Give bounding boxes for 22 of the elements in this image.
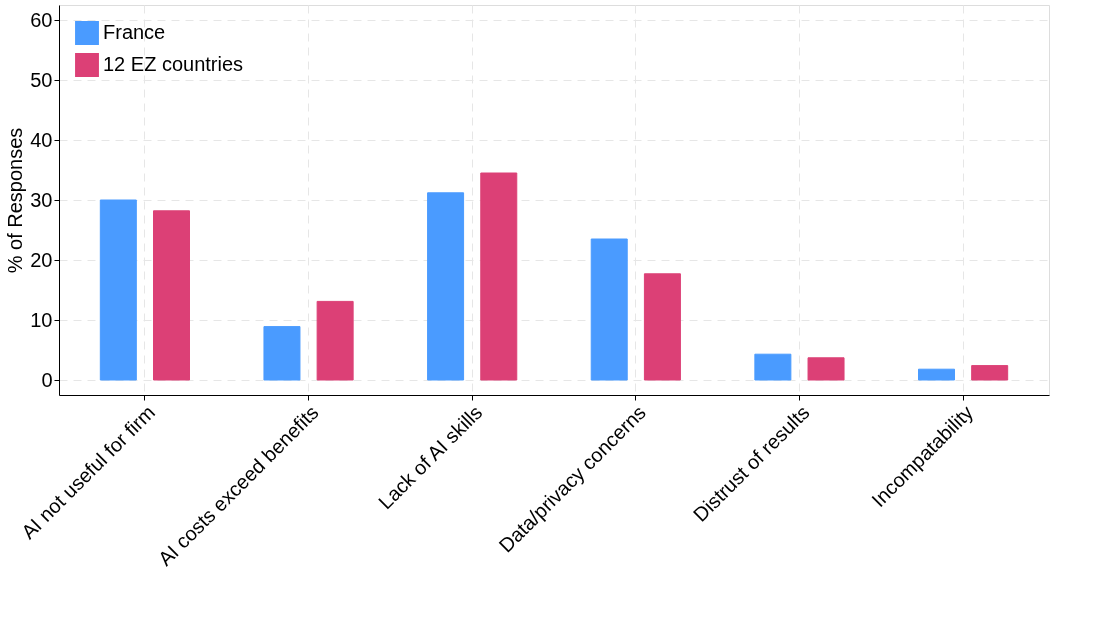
bar: [316, 300, 354, 381]
y-tick-label: 40: [30, 128, 53, 151]
bar: [643, 273, 681, 381]
bar: [971, 365, 1009, 381]
y-tick-label: 20: [30, 248, 53, 271]
y-tick-label: 10: [30, 308, 53, 331]
y-tick-label: 30: [30, 188, 53, 211]
bar: [807, 357, 845, 381]
bar: [754, 353, 792, 381]
y-tick-label: 60: [30, 8, 53, 31]
legend-label: France: [103, 21, 166, 43]
bar: [590, 238, 628, 381]
bar: [480, 172, 518, 381]
bar: [427, 192, 465, 381]
y-tick-label: 0: [41, 368, 53, 391]
y-axis-title: % of Responses: [4, 127, 27, 274]
y-tick-label: 50: [30, 68, 53, 91]
bar: [99, 199, 137, 381]
bar: [153, 210, 190, 381]
bar: [263, 326, 301, 381]
bar: [918, 368, 955, 381]
legend-label: 12 EZ countries: [103, 53, 244, 75]
